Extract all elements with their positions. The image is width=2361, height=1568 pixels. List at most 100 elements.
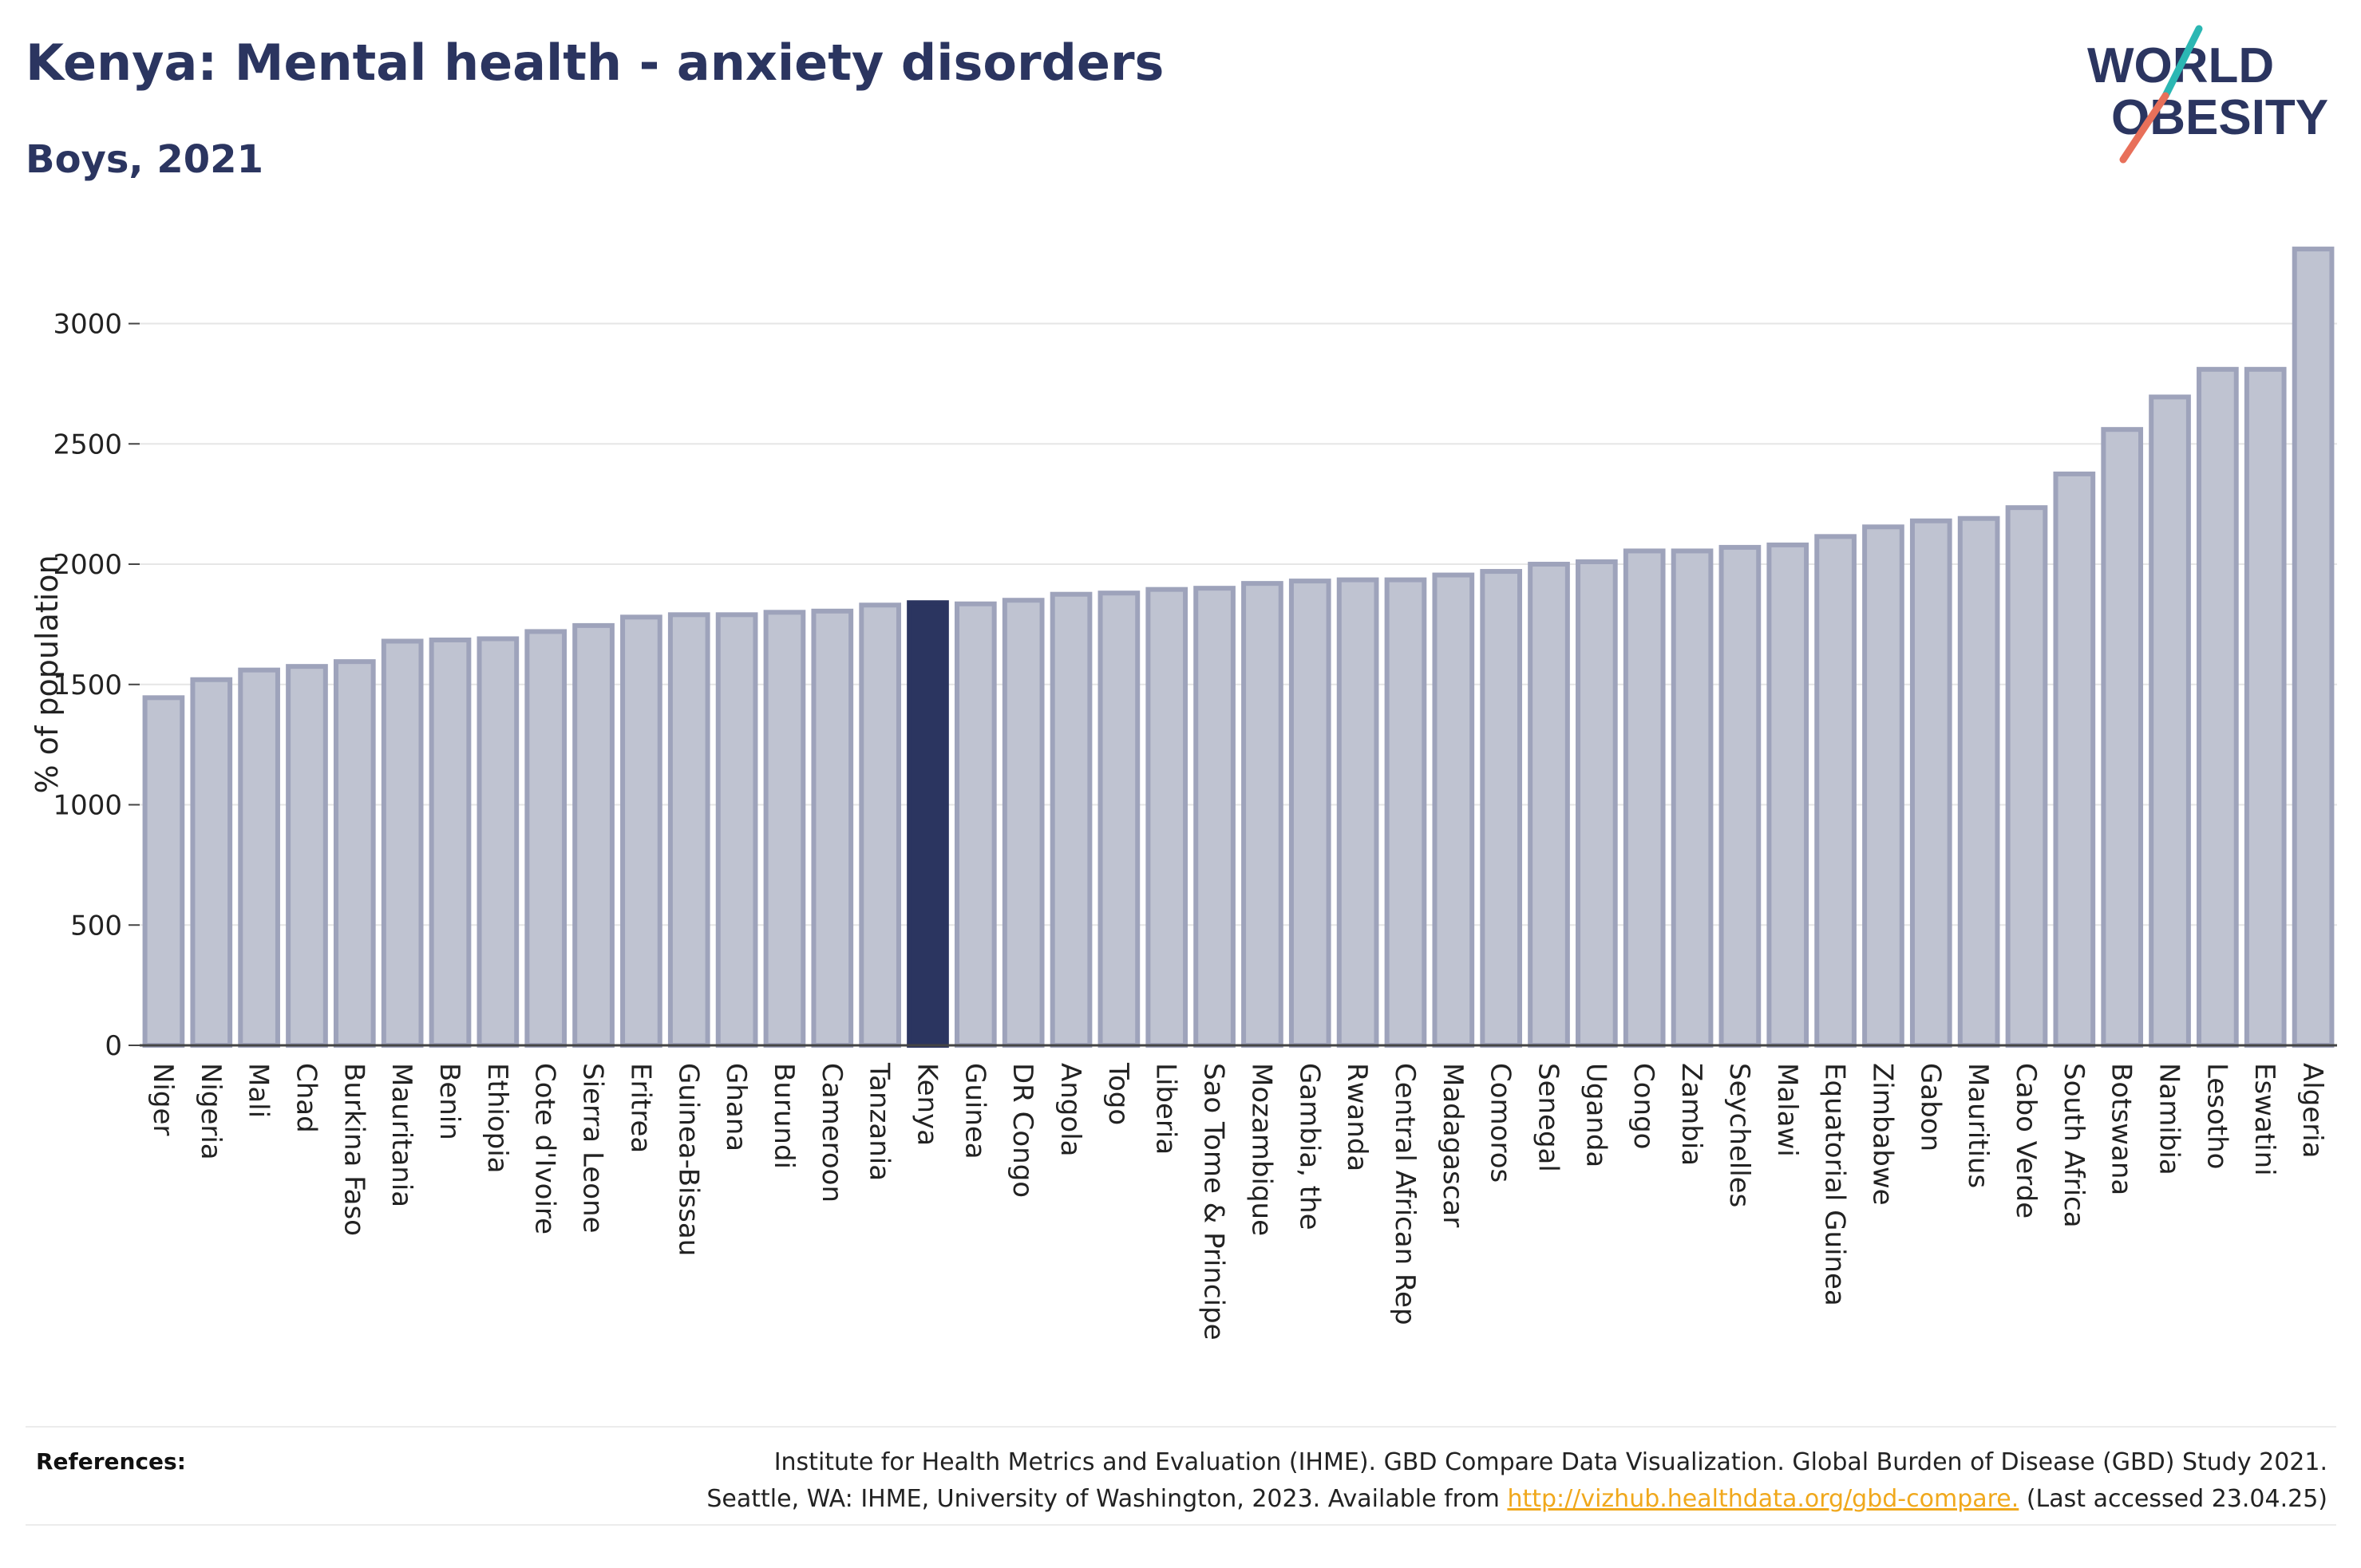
x-tick-label: Benin — [433, 1063, 465, 1140]
x-tick-label: Mozambique — [1245, 1063, 1277, 1236]
bar — [1957, 515, 2000, 1049]
bar — [2101, 427, 2144, 1049]
y-tick-label: 1500 — [53, 669, 122, 701]
x-tick-label: Seychelles — [1723, 1063, 1755, 1207]
bar — [2053, 471, 2096, 1049]
bar — [333, 659, 376, 1048]
x-tick-label: Cote d'Ivoire — [529, 1063, 561, 1234]
x-tick-label: Senegal — [1532, 1063, 1564, 1172]
reference-line-2: Seattle, WA: IHME, University of Washing… — [492, 1481, 2327, 1518]
bar — [2149, 394, 2191, 1049]
bar — [1576, 559, 1618, 1048]
x-tick-label: Uganda — [1580, 1063, 1612, 1167]
x-tick-label: Eswatini — [2248, 1063, 2280, 1176]
chart-subtitle: Boys, 2021 — [26, 137, 263, 182]
bar — [1193, 586, 1236, 1048]
bar — [1145, 587, 1188, 1048]
x-tick-label: Botswana — [2106, 1063, 2138, 1195]
bar — [1002, 598, 1045, 1048]
bar — [381, 638, 424, 1049]
bar — [238, 667, 280, 1048]
bar-highlighted — [907, 600, 949, 1048]
bar — [859, 602, 901, 1048]
x-tick-label: Ethiopia — [481, 1063, 513, 1173]
bar — [1909, 518, 1952, 1048]
x-tick-label: Algeria — [2296, 1063, 2328, 1158]
y-tick-label: 2500 — [53, 429, 122, 460]
x-tick-label: Cameroon — [816, 1063, 848, 1203]
x-tick-label: Malawi — [1771, 1063, 1803, 1157]
y-axis-label: % of population — [30, 555, 65, 793]
bar — [1097, 590, 1141, 1048]
bar — [763, 610, 806, 1049]
y-tick-label: 1000 — [53, 790, 122, 822]
x-tick-label: Madagascar — [1437, 1063, 1469, 1227]
reference-divider-top — [26, 1426, 2336, 1428]
bar — [524, 629, 568, 1048]
x-tick-label: Mauritius — [1962, 1063, 1994, 1188]
y-tick-label: 0 — [105, 1030, 122, 1062]
reference-line-2-suffix: (Last accessed 23.04.25) — [2019, 1485, 2327, 1513]
bar — [1050, 591, 1093, 1049]
x-tick-label: Eritrea — [624, 1063, 656, 1153]
x-tick-label: Zimbabwe — [1866, 1063, 1898, 1206]
bar — [190, 677, 233, 1048]
x-tick-label: Chad — [290, 1063, 322, 1133]
x-tick-label: Liberia — [1150, 1063, 1182, 1155]
reference-divider-bottom — [26, 1524, 2336, 1526]
bar — [1384, 577, 1427, 1048]
x-tick-label: Lesotho — [2201, 1063, 2232, 1169]
bar — [142, 695, 185, 1048]
x-tick-label: Sao Tome & Principe — [1198, 1063, 1230, 1341]
bar — [2197, 366, 2239, 1048]
chart-title: Kenya: Mental health - anxiety disorders — [26, 34, 1165, 92]
x-tick-label: South Africa — [2058, 1063, 2090, 1228]
bar — [2292, 247, 2335, 1049]
bar — [1432, 572, 1475, 1048]
bar — [477, 636, 520, 1048]
y-tick-label: 500 — [70, 910, 122, 942]
bar — [1862, 524, 1904, 1048]
bar — [715, 612, 758, 1048]
bar — [1718, 544, 1762, 1048]
references-text: Institute for Health Metrics and Evaluat… — [492, 1444, 2327, 1518]
bar — [1336, 577, 1379, 1048]
bar — [667, 612, 710, 1048]
x-tick-label: Gabon — [1914, 1063, 1946, 1151]
x-tick-label: Rwanda — [1341, 1063, 1373, 1171]
x-tick-label: Cabo Verde — [2010, 1063, 2042, 1218]
bar — [1671, 548, 1714, 1048]
x-tick-label: Kenya — [911, 1063, 943, 1146]
bar — [1623, 548, 1666, 1048]
x-tick-label: Comoros — [1485, 1063, 1517, 1183]
bar — [1288, 579, 1331, 1049]
bar — [286, 664, 328, 1048]
reference-link[interactable]: http://vizhub.healthdata.org/gbd-compare… — [1507, 1485, 2019, 1513]
x-tick-label: Togo — [1102, 1062, 1134, 1125]
x-tick-label: Burkina Faso — [338, 1063, 370, 1236]
bar — [2005, 505, 2048, 1048]
x-tick-label: Central African Rep — [1389, 1063, 1421, 1325]
x-tick-label: Tanzania — [864, 1062, 896, 1181]
bar — [572, 622, 615, 1048]
bar — [954, 601, 997, 1049]
x-tick-label: Sierra Leone — [577, 1063, 609, 1233]
x-tick-label: Mauritania — [386, 1063, 417, 1207]
bar — [1480, 569, 1523, 1048]
logo-slash-teal — [2161, 25, 2203, 100]
bar-chart: 0 500 1000 1500 2000 2500 3000 % of population N… — [30, 247, 2337, 1341]
world-obesity-logo: WORLD OBESITY — [2087, 25, 2328, 164]
x-tick-label: Congo — [1627, 1063, 1659, 1149]
bar — [1814, 534, 1857, 1049]
x-tick-label: Guinea — [959, 1063, 991, 1159]
x-tick-label: Niger — [147, 1063, 179, 1136]
chart-area: 0 500 1000 1500 2000 2500 3000 % of population N… — [0, 223, 2361, 1396]
bar — [429, 637, 472, 1048]
bar — [620, 614, 662, 1049]
x-tick-label: Zambia — [1675, 1063, 1707, 1166]
x-tick-label: Ghana — [720, 1063, 752, 1151]
bar — [1766, 542, 1809, 1048]
logo-word-obesity: OBESITY — [2111, 90, 2328, 145]
x-tick-label: Mali — [243, 1063, 275, 1118]
x-tick-label: Angola — [1054, 1063, 1086, 1156]
